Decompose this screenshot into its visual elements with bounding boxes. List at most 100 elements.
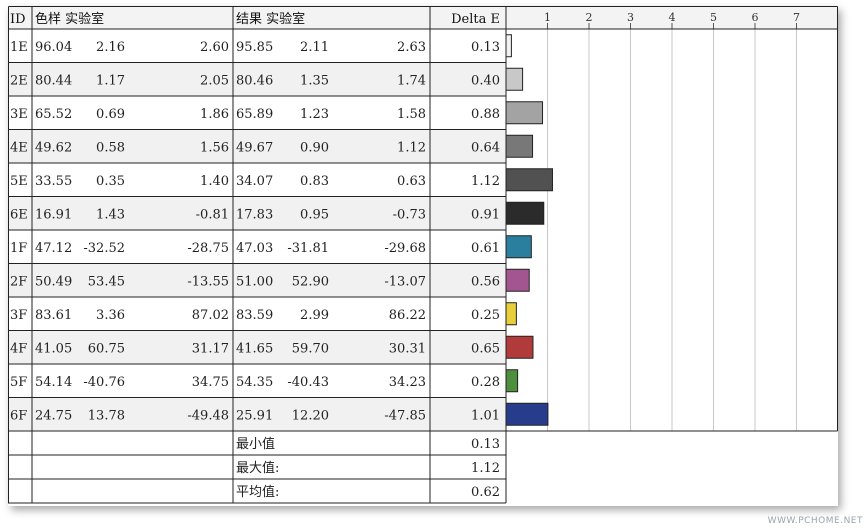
table-row	[8, 129, 506, 163]
summary-value: 1.12	[471, 461, 500, 476]
delta-value: 0.28	[471, 375, 500, 390]
result-value: 1.23	[300, 107, 329, 122]
delta-value: 0.56	[471, 274, 500, 289]
row-id: 6F	[10, 408, 27, 423]
sample-value: -40.76	[83, 375, 125, 390]
sample-value: 1.40	[200, 174, 229, 189]
result-value: 0.95	[300, 207, 329, 222]
bar-5E	[505, 168, 553, 192]
bar-1E	[505, 34, 512, 58]
table-row	[8, 230, 506, 264]
result-value: 95.85	[236, 40, 273, 55]
header-sample: 色样 实验室	[35, 11, 104, 27]
bar-5F	[505, 369, 519, 393]
delta-e-report: 1 2 3 4 5 6 7 ID 色样 实验室 结果 实验室 Delta E 1E 96.04 2.16 2…	[8, 6, 838, 506]
row-id: 5F	[10, 375, 27, 390]
header-delta: Delta E	[451, 12, 500, 27]
sample-value: -13.55	[187, 274, 229, 289]
result-value: 17.83	[236, 207, 273, 222]
delta-value: 0.64	[471, 140, 500, 155]
watermark: WWW.PCHOME.NET	[767, 516, 863, 526]
sample-value: 0.58	[96, 140, 125, 155]
row-id: 5E	[10, 174, 28, 189]
row-id: 3E	[10, 107, 28, 122]
row-id: 1E	[10, 40, 28, 55]
x-tick-label: 5	[710, 11, 717, 24]
result-value: 2.63	[397, 40, 426, 55]
sample-value: 87.02	[192, 308, 229, 323]
result-value: 34.23	[389, 375, 426, 390]
header-result: 结果 实验室	[236, 11, 305, 27]
row-id: 4E	[10, 140, 28, 155]
bar-6F	[505, 402, 549, 426]
bar-6E	[505, 201, 545, 225]
result-value: 2.11	[300, 40, 329, 55]
sample-value: 50.49	[35, 274, 72, 289]
table-row	[8, 96, 506, 130]
row-id: 4F	[10, 341, 27, 356]
x-tick-label: 4	[669, 11, 676, 24]
x-tick-label: 7	[793, 11, 800, 24]
sample-value: 16.91	[35, 207, 72, 222]
sample-value: 49.62	[35, 140, 72, 155]
sample-value: -0.81	[196, 207, 229, 222]
sample-value: 0.35	[96, 174, 125, 189]
delta-value: 0.13	[471, 40, 500, 55]
delta-e-table-chart: 1 2 3 4 5 6 7 ID 色样 实验室 结果 实验室 Delta E 1E 96.04 2.16 2…	[8, 6, 838, 504]
sample-value: 13.78	[88, 408, 125, 423]
sample-value: 0.69	[96, 107, 125, 122]
bar-3F	[505, 302, 517, 326]
result-value: -0.73	[393, 207, 426, 222]
table-row	[8, 330, 506, 364]
sample-value: 2.05	[200, 73, 229, 88]
sample-value: -28.75	[187, 241, 229, 256]
result-value: -29.68	[384, 241, 426, 256]
header-id: ID	[10, 12, 26, 27]
result-value: 1.58	[397, 107, 426, 122]
result-value: -31.81	[287, 241, 329, 256]
bar-2F	[505, 268, 530, 292]
sample-value: 2.16	[96, 40, 125, 55]
result-value: 41.65	[236, 341, 273, 356]
sample-value: 80.44	[35, 73, 72, 88]
sample-value: 83.61	[35, 308, 72, 323]
sample-value: 96.04	[35, 40, 72, 55]
sample-value: 1.56	[200, 140, 229, 155]
delta-value: 0.61	[471, 241, 500, 256]
result-value: -40.43	[287, 375, 329, 390]
table-row	[8, 297, 506, 331]
table-row	[8, 364, 506, 398]
row-id: 1F	[10, 241, 27, 256]
result-value: 1.74	[397, 73, 426, 88]
row-id: 2E	[10, 73, 28, 88]
sample-value: 60.75	[88, 341, 125, 356]
x-tick-label: 3	[627, 11, 634, 24]
sample-value: 54.14	[35, 375, 72, 390]
result-value: 80.46	[236, 73, 273, 88]
sample-value: -49.48	[187, 408, 229, 423]
result-value: 86.22	[389, 308, 426, 323]
result-value: 1.35	[300, 73, 329, 88]
result-value: 59.70	[292, 341, 329, 356]
table-row	[8, 263, 506, 297]
summary-label: 最大值:	[236, 460, 279, 476]
sample-value: 47.12	[35, 241, 72, 256]
sample-value: 41.05	[35, 341, 72, 356]
x-tick-label: 6	[752, 11, 759, 24]
result-value: 47.03	[236, 241, 273, 256]
sample-value: -32.52	[83, 241, 125, 256]
sample-value: 31.17	[192, 341, 229, 356]
result-value: 49.67	[236, 140, 273, 155]
result-value: 30.31	[389, 341, 426, 356]
result-value: 12.20	[292, 408, 329, 423]
sample-value: 65.52	[35, 107, 72, 122]
x-tick-label: 1	[544, 11, 551, 24]
sample-value: 34.75	[192, 375, 229, 390]
bar-4E	[505, 134, 534, 158]
result-value: 83.59	[236, 308, 273, 323]
bar-3E	[505, 101, 544, 125]
delta-value: 0.91	[471, 207, 500, 222]
row-id: 3F	[10, 308, 27, 323]
sample-value: 1.43	[96, 207, 125, 222]
table-row	[8, 397, 506, 431]
